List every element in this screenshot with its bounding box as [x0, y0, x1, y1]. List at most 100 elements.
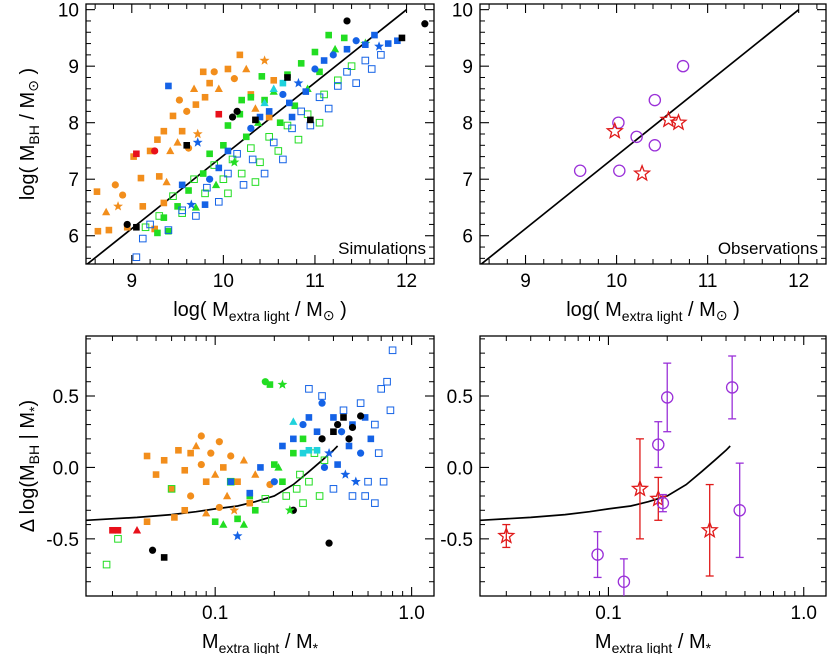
data-point — [733, 504, 746, 517]
y-tick-label: 6 — [462, 227, 473, 248]
data-point — [383, 377, 391, 386]
data-point — [233, 149, 241, 158]
data-point — [288, 113, 296, 121]
data-point — [356, 399, 365, 407]
data-point — [234, 478, 241, 486]
data-point — [269, 84, 278, 92]
data-point — [246, 489, 254, 497]
data-point — [175, 446, 182, 454]
x-tick-label: 11 — [698, 271, 718, 292]
data-point — [330, 44, 340, 53]
data-point — [294, 135, 303, 144]
data-point — [155, 173, 163, 180]
data-point — [320, 456, 329, 465]
data-point — [361, 492, 369, 500]
data-point — [305, 477, 313, 486]
x-tick-label: 11 — [305, 271, 325, 292]
data-point — [143, 518, 151, 526]
y-axis-label: log( MBH / M⊙ ) — [17, 68, 42, 200]
y-tick-label: 7 — [68, 170, 79, 191]
data-point — [190, 175, 198, 184]
data-point — [197, 432, 205, 440]
data-point — [318, 399, 326, 407]
data-point — [227, 478, 235, 486]
data-point — [139, 203, 147, 210]
data-point — [648, 139, 662, 152]
data-point — [303, 110, 312, 119]
data-point — [277, 379, 288, 389]
data-point — [291, 102, 299, 110]
data-point — [660, 391, 674, 404]
panel-top-left: 9 10 11 12 6 7 8 9 10 Simulations log( Mextra ligh… — [17, 1, 435, 324]
data-point — [219, 520, 228, 528]
data-point — [371, 31, 378, 39]
data-point — [297, 60, 305, 67]
data-point — [247, 93, 255, 101]
data-point — [700, 520, 719, 539]
data-point — [242, 133, 250, 141]
data-point — [306, 121, 315, 130]
data-point — [183, 142, 191, 149]
data-point — [237, 169, 246, 178]
data-point — [279, 155, 287, 164]
x-tick-label: 9 — [520, 271, 531, 292]
data-point — [299, 420, 307, 429]
data-point — [656, 496, 670, 510]
data-point — [105, 226, 113, 234]
data-point — [206, 175, 214, 183]
data-point — [169, 192, 177, 200]
data-point — [224, 169, 232, 178]
data-point — [246, 499, 254, 507]
data-point — [239, 455, 248, 464]
data-point — [340, 414, 347, 421]
data-point — [334, 461, 341, 468]
data-point — [313, 428, 321, 436]
data-point — [725, 381, 739, 394]
data-point — [345, 435, 353, 443]
data-point — [192, 137, 203, 147]
panel-annotation: Simulations — [338, 239, 426, 258]
y-tick-label: 8 — [68, 114, 79, 135]
data-point — [160, 127, 168, 135]
data-point — [165, 227, 172, 235]
data-point — [178, 127, 186, 135]
data-point — [271, 461, 278, 468]
data-point — [215, 503, 223, 512]
data-point — [573, 164, 587, 177]
data-point — [284, 505, 295, 515]
data-point — [183, 107, 191, 115]
data-point — [260, 169, 269, 178]
data-point — [239, 520, 248, 528]
data-point — [207, 449, 215, 457]
data-point — [178, 181, 186, 189]
data-point — [290, 435, 297, 443]
data-point — [251, 470, 260, 478]
data-point — [239, 181, 248, 189]
data-point — [114, 535, 122, 543]
data-point — [276, 119, 284, 126]
relation-line — [86, 445, 339, 522]
data-point — [151, 147, 159, 155]
data-point — [160, 554, 168, 561]
data-point — [171, 514, 178, 521]
y-tick-label: -0.5 — [46, 530, 79, 551]
data-point — [261, 495, 270, 503]
data-point — [362, 41, 369, 48]
data-point — [374, 41, 384, 51]
data-point — [260, 98, 269, 107]
data-point — [613, 164, 626, 177]
x-tick-label: 1.0 — [398, 603, 424, 624]
data-point — [165, 82, 172, 90]
data-point — [224, 147, 232, 155]
data-point — [224, 122, 232, 129]
x-axis-label: log( Mextra light / M⊙ ) — [566, 299, 740, 324]
data-point — [230, 75, 238, 83]
plot-frame — [479, 335, 827, 597]
data-point — [361, 414, 369, 421]
data-point — [187, 492, 195, 500]
data-point — [202, 508, 211, 517]
data-point — [215, 438, 223, 446]
data-point — [348, 423, 357, 432]
x-tick-label: 0.1 — [202, 603, 228, 624]
